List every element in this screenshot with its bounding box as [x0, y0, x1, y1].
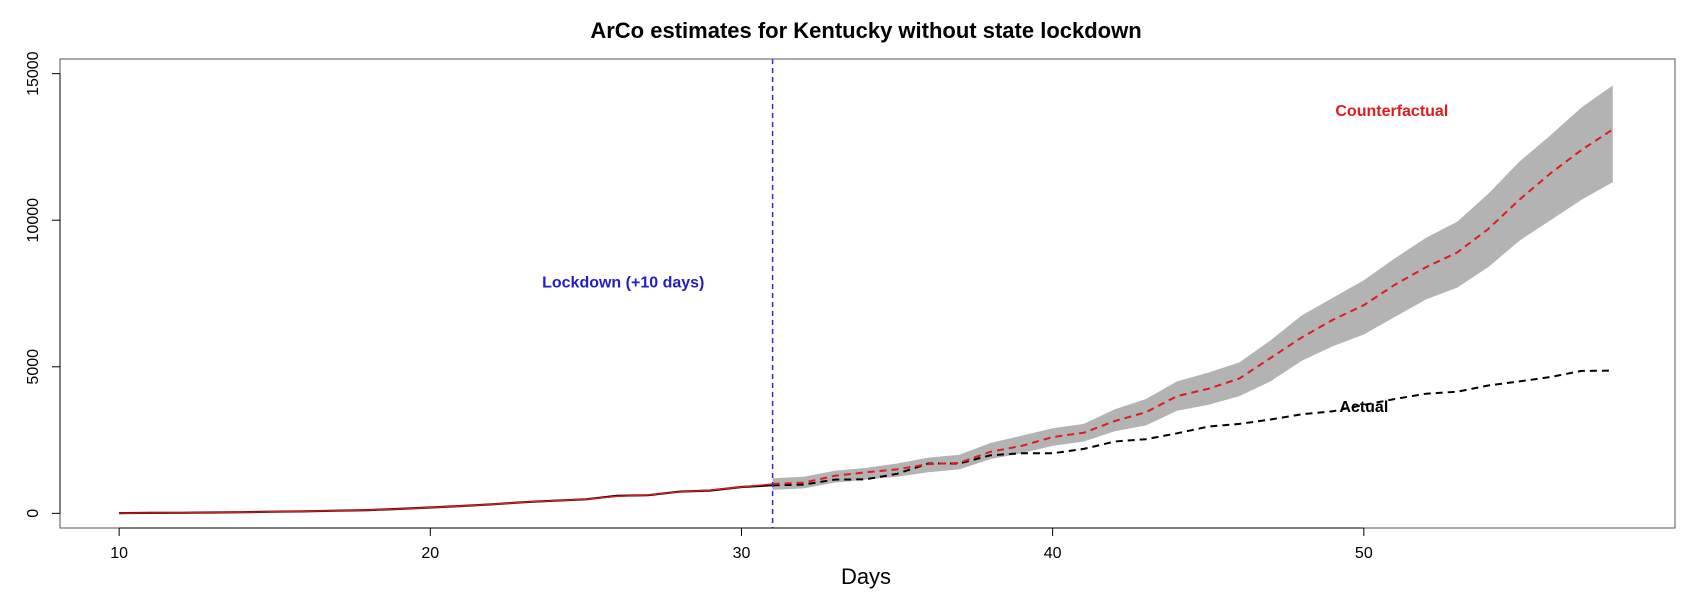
counterfactual-line-pre	[119, 483, 773, 514]
x-tick-label: 30	[733, 545, 751, 562]
plot-area	[119, 59, 1614, 528]
counterfactual-line-post	[772, 128, 1614, 485]
y-tick-label: 15000	[25, 51, 42, 96]
y-tick-label: 5000	[25, 349, 42, 385]
counterfactual-band	[772, 85, 1613, 490]
y-tick-label: 0	[25, 509, 42, 518]
x-tick-label: 10	[110, 545, 128, 562]
actual-annotation: Actual	[1339, 399, 1388, 416]
x-axis-label: Days	[841, 564, 891, 589]
lockdown-annotation: Lockdown (+10 days)	[542, 274, 704, 291]
actual-line-post	[772, 369, 1613, 487]
annotations: Lockdown (+10 days) Counterfactual Actual	[542, 103, 1448, 416]
x-axis: 10 20 30 40 50	[110, 527, 1373, 562]
x-tick-label: 50	[1355, 545, 1373, 562]
chart-title: ArCo estimates for Kentucky without stat…	[590, 18, 1141, 43]
x-tick-label: 20	[421, 545, 439, 562]
x-tick-label: 40	[1044, 545, 1062, 562]
y-tick-label: 10000	[25, 198, 42, 243]
counterfactual-annotation: Counterfactual	[1335, 103, 1448, 120]
y-axis: 0 5000 10000 15000	[25, 51, 61, 518]
actual-line-pre	[119, 484, 773, 515]
